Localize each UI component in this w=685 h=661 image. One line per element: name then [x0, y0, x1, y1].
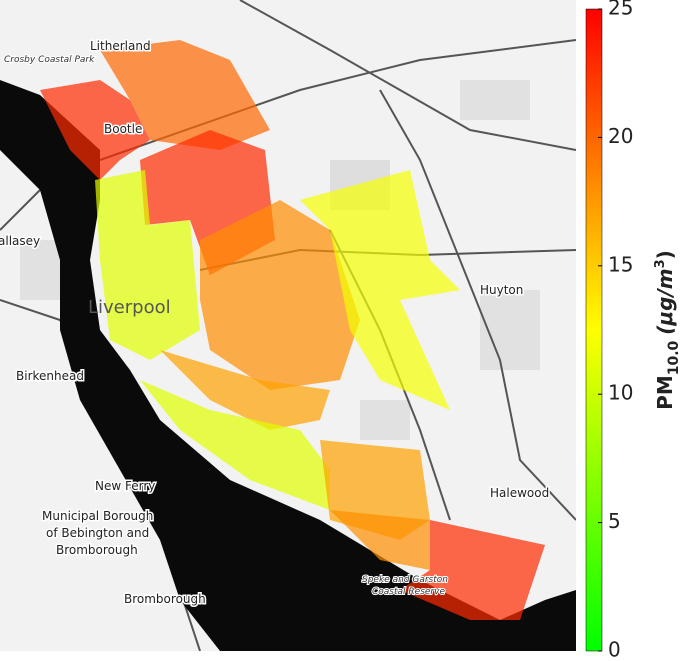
label-unit: (μg/m — [653, 268, 677, 334]
map: Litherland Crosby Coastal Park Bootle allas… — [0, 0, 576, 651]
tick-label: 25 — [608, 0, 633, 20]
label-sup: 3 — [653, 259, 668, 268]
zone — [300, 170, 460, 410]
place-labels: Litherland Crosby Coastal Park Bootle allas… — [0, 38, 551, 608]
pollution-zones — [40, 40, 545, 620]
label-sub: 10.0 — [666, 340, 682, 375]
colorbar-label: PM10.0 (μg/m3) — [653, 250, 682, 410]
place-label: Municipal Borough — [42, 509, 153, 523]
colorbar-bar — [585, 8, 603, 652]
zone — [160, 350, 330, 430]
place-label: Crosby Coastal Park — [4, 55, 95, 65]
place-label: of Bebington and — [46, 526, 149, 540]
place-label: Bromborough — [124, 592, 206, 606]
zone — [330, 510, 430, 570]
place-label: Liverpool — [88, 297, 171, 318]
place-label: Halewood — [490, 486, 549, 500]
colorbar: 0 5 10 15 20 25 — [585, 0, 633, 661]
tick-label: 10 — [608, 381, 633, 405]
tick-label: 5 — [608, 509, 621, 533]
place-label: Birkenhead — [16, 369, 84, 383]
place-label: Litherland — [90, 39, 151, 53]
place-label: allasey — [0, 234, 40, 248]
zone — [95, 170, 200, 360]
place-label: Bromborough — [56, 543, 138, 557]
place-label: Coastal Reserve — [372, 587, 445, 597]
label-base: PM — [653, 375, 677, 410]
place-label: New Ferry — [95, 479, 155, 493]
zone — [200, 200, 360, 390]
place-label: Huyton — [480, 283, 523, 297]
zone — [40, 80, 150, 180]
zone — [100, 40, 270, 150]
tick-label: 20 — [608, 124, 633, 148]
label-close: ) — [653, 250, 677, 259]
zone — [140, 380, 330, 510]
place-label: Bootle — [104, 122, 142, 136]
place-label: Speke and Garston — [362, 575, 448, 585]
river — [0, 80, 576, 651]
tick-label: 15 — [608, 252, 633, 276]
zone — [400, 520, 545, 620]
tick-label: 0 — [608, 638, 621, 661]
